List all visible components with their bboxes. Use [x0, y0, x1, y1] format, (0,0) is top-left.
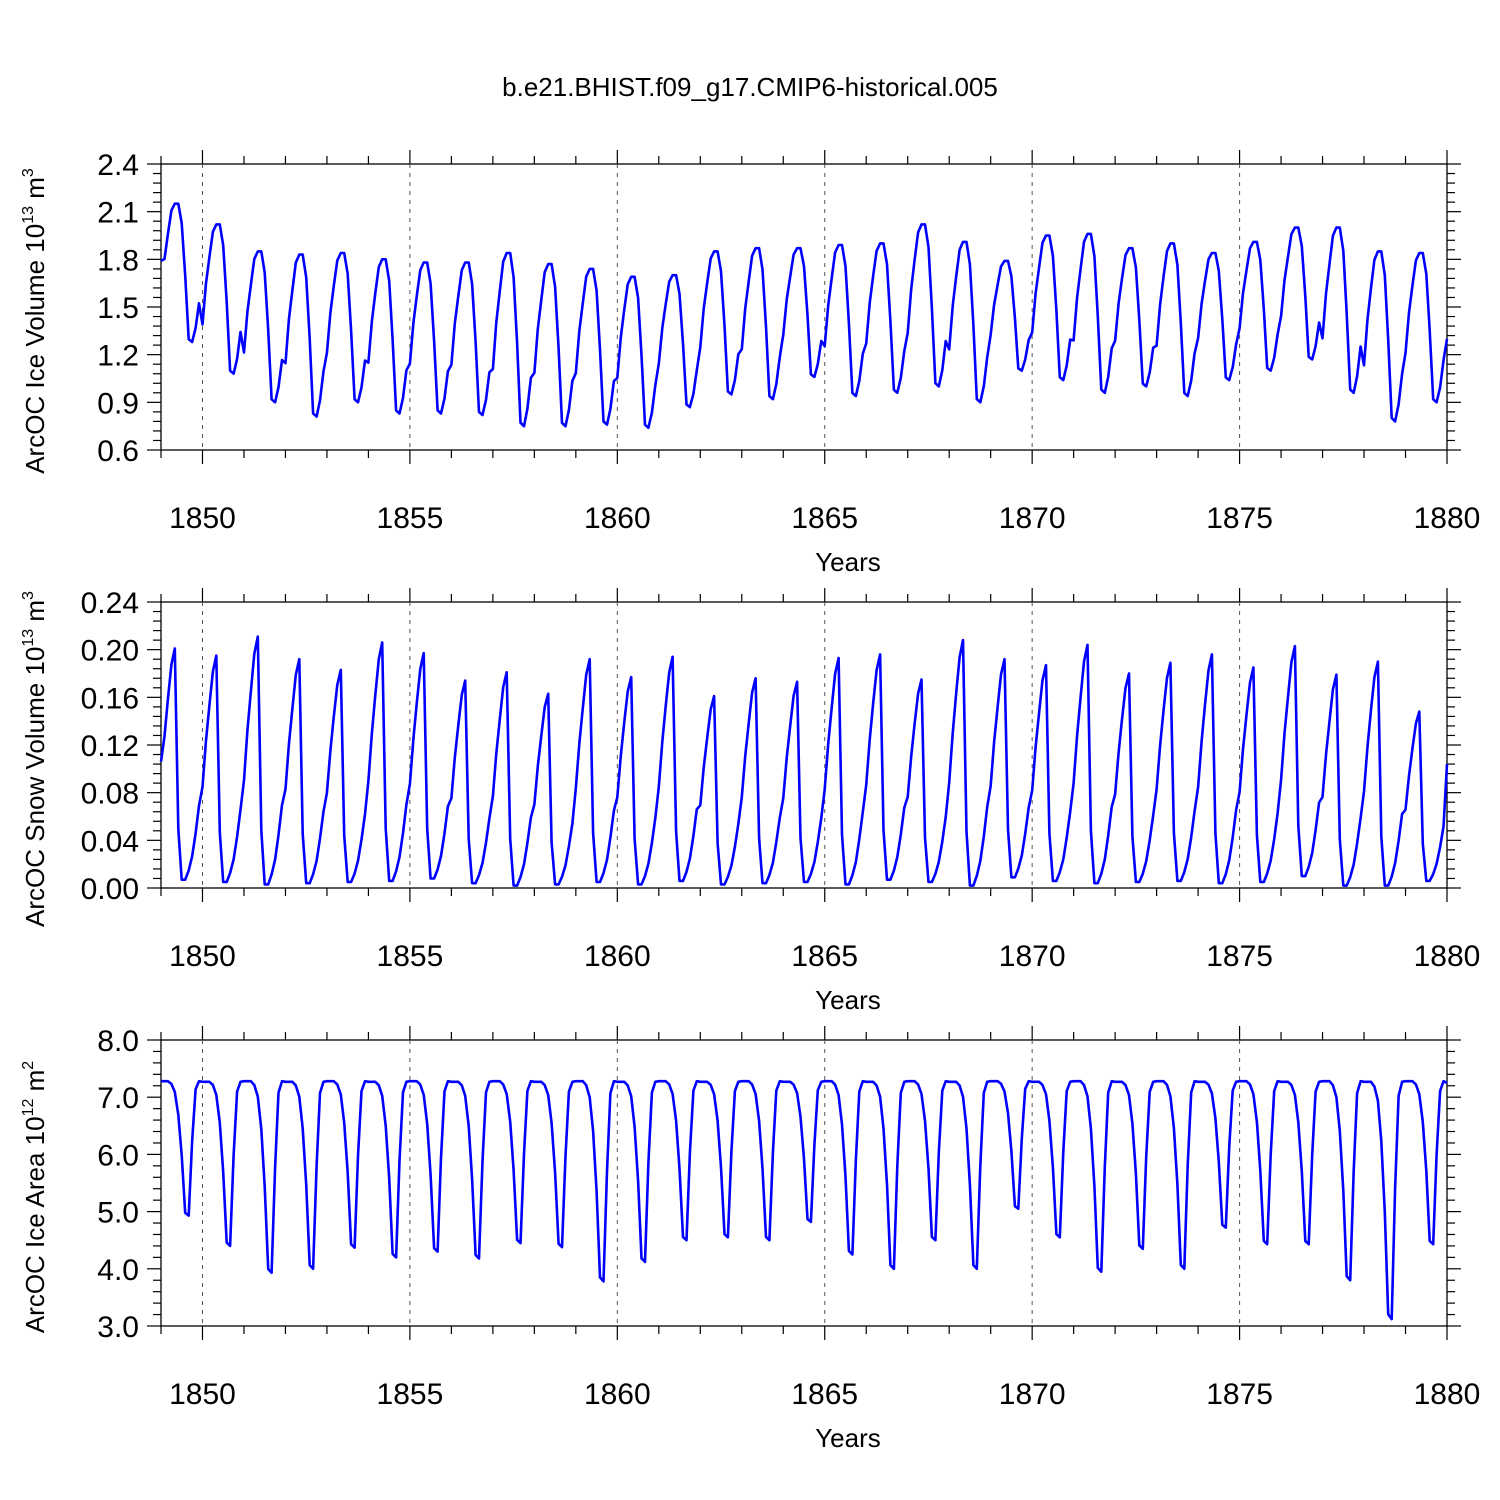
panel-snow-volume: 1850 1855 1860 1865 1870 1875 1880 0.00 0.04 0.08…: [20, 587, 1480, 1015]
snow-volume-x-tick-label: 1855: [377, 940, 444, 973]
ice-volume-y-tick-label: 1.2: [97, 340, 139, 373]
snow-volume-y-tick-label: 0.12: [81, 730, 139, 763]
snow-volume-x-tick-label: 1870: [999, 940, 1066, 973]
ice-area-y-tick-label: 3.0: [97, 1311, 139, 1344]
ice-volume-x-tick-label: 1860: [584, 502, 651, 535]
ice-area-y-tick-label: 5.0: [97, 1197, 139, 1230]
snow-volume-x-tick-label: 1850: [169, 940, 236, 973]
ice-volume-y-tick-label: 1.5: [97, 292, 139, 325]
ice-area-x-tick-label: 1865: [791, 1378, 858, 1411]
ice-volume-y-tick-label: 1.8: [97, 244, 139, 277]
snow-volume-x-tick-label: 1860: [584, 940, 651, 973]
snow-volume-y-tick-label: 0.00: [81, 873, 139, 906]
ice-volume-x-tick-label: 1850: [169, 502, 236, 535]
ice-volume-y-tick-label: 0.6: [97, 435, 139, 468]
ice-volume-y-axis-label: ArcOC Ice Volume 1013 m3: [20, 168, 50, 474]
snow-volume-y-tick-label: 0.20: [81, 635, 139, 668]
figure-title: b.e21.BHIST.f09_g17.CMIP6-historical.005: [502, 72, 998, 102]
ice-volume-x-tick-label: 1875: [1206, 502, 1273, 535]
snow-volume-x-axis-label: Years: [815, 985, 881, 1015]
snow-volume-series-line: [159, 635, 1449, 887]
ice-area-x-tick-label: 1855: [377, 1378, 444, 1411]
snow-volume-y-tick-label: 0.08: [81, 778, 139, 811]
ice-area-x-tick-label: 1850: [169, 1378, 236, 1411]
ice-volume-plot-frame: [160, 163, 1448, 451]
ice-area-plot-frame: [160, 1039, 1448, 1327]
ice-area-x-tick-label: 1870: [999, 1378, 1066, 1411]
ice-volume-y-tick-label: 0.9: [97, 387, 139, 420]
ice-area-y-axis-label: ArcOC Ice Area 1012 m2: [20, 1061, 50, 1333]
snow-volume-x-tick-label: 1880: [1414, 940, 1481, 973]
ice-volume-x-axis-label: Years: [815, 547, 881, 577]
snow-volume-y-tick-label: 0.16: [81, 682, 139, 715]
ice-area-x-tick-label: 1875: [1206, 1378, 1273, 1411]
ice-volume-x-tick-label: 1880: [1414, 502, 1481, 535]
ice-area-y-tick-label: 6.0: [97, 1139, 139, 1172]
ice-area-x-tick-label: 1880: [1414, 1378, 1481, 1411]
ice-area-x-axis-label: Years: [815, 1423, 881, 1453]
ice-area-y-tick-label: 8.0: [97, 1025, 139, 1058]
ice-area-y-tick-label: 7.0: [97, 1082, 139, 1115]
snow-volume-x-tick-label: 1875: [1206, 940, 1273, 973]
panels: 1850 1855 1860 1865 1870 1875 1880 0.6 0.9 1.2 1.5…: [20, 149, 1480, 1453]
ice-volume-y-tick-label: 2.4: [97, 149, 139, 182]
ice-volume-series-line: [160, 202, 1449, 430]
ice-area-y-tick-label: 4.0: [97, 1254, 139, 1287]
snow-volume-y-tick-label: 0.24: [81, 587, 139, 620]
panel-ice-volume: 1850 1855 1860 1865 1870 1875 1880 0.6 0.9 1.2 1.5…: [20, 149, 1480, 577]
ice-area-series-line: [161, 1079, 1448, 1321]
snow-volume-y-tick-label: 0.04: [81, 825, 139, 858]
ice-volume-x-tick-label: 1865: [791, 502, 858, 535]
panel-ice-area: 1850 1855 1860 1865 1870 1875 1880 3.0 4.0 5.0 6.0…: [20, 1025, 1480, 1453]
ice-area-x-tick-label: 1860: [584, 1378, 651, 1411]
ice-volume-y-tick-label: 2.1: [97, 197, 139, 230]
ice-volume-x-tick-label: 1870: [999, 502, 1066, 535]
ice-volume-x-tick-label: 1855: [377, 502, 444, 535]
snow-volume-x-tick-label: 1865: [791, 940, 858, 973]
snow-volume-y-axis-label: ArcOC Snow Volume 1013 m3: [20, 591, 50, 927]
